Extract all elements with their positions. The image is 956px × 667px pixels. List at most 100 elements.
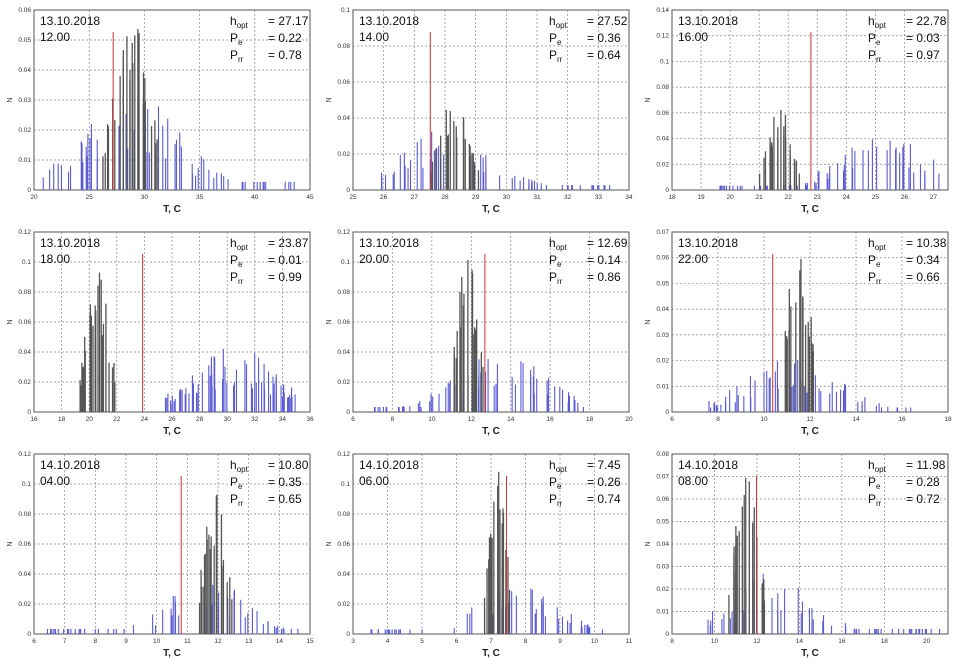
x-axis-label: T, C xyxy=(163,648,181,659)
time-label: 22.00 xyxy=(678,252,708,266)
y-tick-label: 0.1 xyxy=(22,259,31,266)
y-axis-label: N xyxy=(326,541,333,546)
y-tick-label: 0.01 xyxy=(656,609,669,616)
x-tick-label: 20 xyxy=(625,416,633,423)
x-tick-label: 12 xyxy=(468,416,476,423)
y-tick-label: 0.05 xyxy=(656,519,669,526)
x-tick-label: 16 xyxy=(838,638,846,645)
y-tick-label: 0.12 xyxy=(18,451,31,458)
time-label: 06.00 xyxy=(359,474,389,488)
y-tick-label: 0.12 xyxy=(337,451,350,458)
y-tick-label: 0.08 xyxy=(337,43,350,50)
y-tick-label: 0.08 xyxy=(656,451,669,458)
time-label: 20.00 xyxy=(359,252,389,266)
x-tick-label: 26 xyxy=(168,416,176,423)
histogram-panel: 6 8 10 12 14 16 18 20 0 0.02 0.04 0.06 0.08 0.1 0.12 13… xyxy=(319,222,637,444)
x-axis-label: T, C xyxy=(801,648,819,659)
histogram-panel: 25 26 27 28 29 30 31 32 33 34 0 0.02 0.04 0.06 0.08 0.1… xyxy=(319,0,637,222)
x-tick-label: 11 xyxy=(184,638,191,645)
x-tick-label: 18 xyxy=(586,416,594,423)
x-tick-label: 28 xyxy=(196,416,204,423)
y-tick-label: 0 xyxy=(27,409,31,416)
x-tick-label: 14 xyxy=(796,638,804,645)
date-label: 14.10.2018 xyxy=(40,458,100,472)
x-tick-label: 27 xyxy=(930,194,938,201)
x-tick-label: 22 xyxy=(113,416,121,423)
date-label: 13.10.2018 xyxy=(40,236,100,250)
y-tick-label: 0.1 xyxy=(660,58,669,65)
x-tick-label: 18 xyxy=(668,194,676,201)
x-tick-label: 30 xyxy=(141,194,149,201)
y-tick-label: 0.08 xyxy=(337,511,350,518)
prr-value: = 0.74 xyxy=(587,492,621,506)
time-label: 08.00 xyxy=(678,474,708,488)
x-tick-label: 9 xyxy=(558,638,562,645)
x-tick-label: 12 xyxy=(806,416,814,423)
y-tick-label: 0 xyxy=(346,631,350,638)
pe-value: = 0.01 xyxy=(268,253,302,267)
y-tick-label: 0.07 xyxy=(656,474,669,481)
x-tick-label: 9 xyxy=(124,638,128,645)
histogram-svg: 6 7 8 9 10 11 12 13 14 15 0 0.02 0.04 0.06 0.08 0.1 0.12… xyxy=(7,451,314,659)
x-tick-label: 26 xyxy=(380,194,388,201)
hopt-value: = 10.38 xyxy=(906,236,947,250)
histogram-panel: 16 18 20 22 24 26 28 30 32 34 36 0 0.02 0.04 0.06 0.08 0… xyxy=(0,222,318,444)
y-axis-label: N xyxy=(645,541,652,546)
y-tick-label: 0.06 xyxy=(656,496,669,503)
pe-value: = 0.26 xyxy=(587,475,621,489)
x-axis-label: T, C xyxy=(482,204,500,215)
x-tick-label: 6 xyxy=(670,416,674,423)
y-tick-label: 0.02 xyxy=(18,379,31,386)
y-tick-label: 0.06 xyxy=(337,541,350,548)
x-tick-label: 24 xyxy=(843,194,851,201)
y-tick-label: 0.04 xyxy=(656,306,669,313)
x-tick-label: 18 xyxy=(944,416,952,423)
histogram-panel: 20 25 30 35 40 45 0 0.01 0.02 0.03 0.04 0.05 0.06 13.… xyxy=(0,0,318,222)
hopt-value: = 12.69 xyxy=(587,236,628,250)
prr-value: = 0.78 xyxy=(268,48,302,62)
x-tick-label: 25 xyxy=(349,194,357,201)
y-tick-label: 0.05 xyxy=(18,37,31,44)
x-axis-label: T, C xyxy=(482,648,500,659)
y-tick-label: 0 xyxy=(665,631,669,638)
y-tick-label: 0.02 xyxy=(18,127,31,134)
histogram-panel: 18 19 20 21 22 23 24 25 26 27 0 0.02 0.04 0.06 0.08 0.1… xyxy=(638,0,956,222)
x-tick-label: 13 xyxy=(245,638,253,645)
y-tick-label: 0.02 xyxy=(337,601,350,608)
y-tick-label: 0.08 xyxy=(656,84,669,91)
x-tick-label: 14 xyxy=(852,416,860,423)
x-tick-label: 40 xyxy=(251,194,259,201)
x-tick-label: 18 xyxy=(881,638,889,645)
date-label: 13.10.2018 xyxy=(359,236,419,250)
x-tick-label: 20 xyxy=(86,416,94,423)
x-tick-label: 24 xyxy=(141,416,149,423)
x-tick-label: 20 xyxy=(726,194,734,201)
histogram-svg: 25 26 27 28 29 30 31 32 33 34 0 0.02 0.04 0.06 0.08 0.1… xyxy=(326,7,633,215)
y-tick-label: 0.04 xyxy=(656,136,669,143)
time-label: 04.00 xyxy=(40,474,70,488)
x-tick-label: 14 xyxy=(276,638,284,645)
x-tick-label: 29 xyxy=(472,194,480,201)
pe-value: = 0.36 xyxy=(587,31,621,45)
y-tick-label: 0.07 xyxy=(656,229,669,236)
x-tick-label: 18 xyxy=(58,416,66,423)
x-tick-label: 35 xyxy=(196,194,204,201)
y-tick-label: 0.04 xyxy=(337,115,350,122)
x-tick-label: 27 xyxy=(411,194,419,201)
hopt-value: = 10.80 xyxy=(268,458,309,472)
y-tick-label: 0 xyxy=(346,187,350,194)
x-tick-label: 12 xyxy=(214,638,222,645)
histogram-svg: 6 8 10 12 14 16 18 20 0 0.02 0.04 0.06 0.08 0.1 0.12 13… xyxy=(326,229,633,437)
x-tick-label: 8 xyxy=(391,416,395,423)
histogram-panel: 6 8 10 12 14 16 18 0 0.01 0.02 0.03 0.04 0.05 0.06 0.0… xyxy=(638,222,956,444)
y-tick-label: 0.12 xyxy=(656,33,669,40)
y-tick-label: 0.06 xyxy=(337,319,350,326)
x-tick-label: 8 xyxy=(94,638,98,645)
y-axis-label: N xyxy=(326,319,333,324)
histogram-svg: 16 18 20 22 24 26 28 30 32 34 36 0 0.02 0.04 0.06 0.08 0… xyxy=(7,229,314,437)
time-label: 12.00 xyxy=(40,30,70,44)
y-tick-label: 0 xyxy=(27,631,31,638)
x-tick-label: 8 xyxy=(670,638,674,645)
y-tick-label: 0.06 xyxy=(656,110,669,117)
